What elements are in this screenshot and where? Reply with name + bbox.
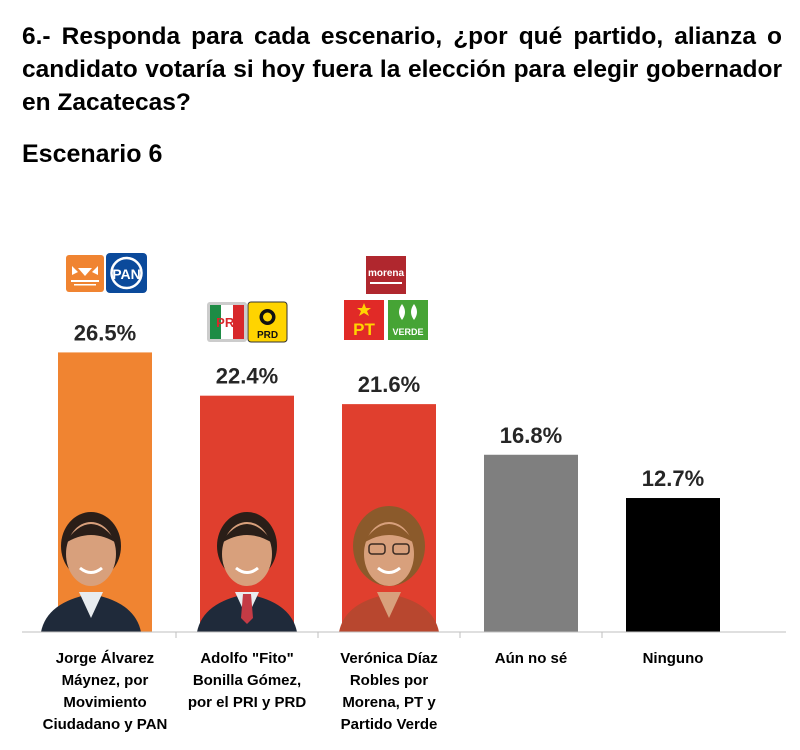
data-label-1: 26.5% [74,320,136,345]
candidate-photo-icon-3 [339,506,439,632]
pt-logo-icon: PT [344,300,384,340]
pan-logo-text: PAN [112,266,141,282]
candidate-photo-icon-2 [197,512,297,632]
data-label-4: 16.8% [500,423,562,448]
category-label-1-line-3: Movimiento [63,694,146,711]
question-title: 6.- Responda para cada escenario, ¿por q… [22,23,782,116]
bar-5 [626,498,720,632]
category-label-3-line-3: Morena, PT y [342,694,436,711]
category-label-1-line-1: Jorge Álvarez [56,650,154,667]
data-label-2: 22.4% [216,364,278,389]
pt-logo-text: PT [353,320,375,339]
category-label-3-line-1: Verónica Díaz [340,650,438,667]
candidate-photo-icon-1 [41,512,141,632]
bar-1 [58,352,152,632]
category-label-3-line-4: Partido Verde [341,716,438,733]
category-label-1-line-4: Ciudadano y PAN [43,716,168,733]
pri-logo-text: PRI [216,315,238,330]
category-label-3-line-2: Robles por [350,672,429,689]
category-label-2-line-2: Bonilla Gómez, [193,672,301,689]
category-label-1-line-2: Máynez, por [62,672,149,689]
pri-logo-icon: PRI [207,302,247,342]
prd-logo-icon: PRD [247,301,288,343]
data-label-5: 12.7% [642,466,704,491]
category-label-2-line-1: Adolfo "Fito" [200,650,293,667]
category-label-2-line-3: por el PRI y PRD [188,694,307,711]
category-label-5-line-1: Ninguno [643,650,704,667]
pan-logo-icon: PAN [106,253,147,293]
data-label-3: 21.6% [358,372,420,397]
scenario-subtitle: Escenario 6 [22,140,163,168]
bar-4 [484,454,578,632]
morena-logo-text: morena [368,268,405,279]
category-label-4-line-1: Aún no sé [495,650,568,667]
verde-logo-text: VERDE [392,327,423,337]
movimiento-ciudadano-logo-icon [66,255,104,292]
verde-logo-icon: VERDE [388,300,428,340]
morena-logo-icon: morena [366,256,406,294]
prd-logo-text: PRD [257,330,278,341]
